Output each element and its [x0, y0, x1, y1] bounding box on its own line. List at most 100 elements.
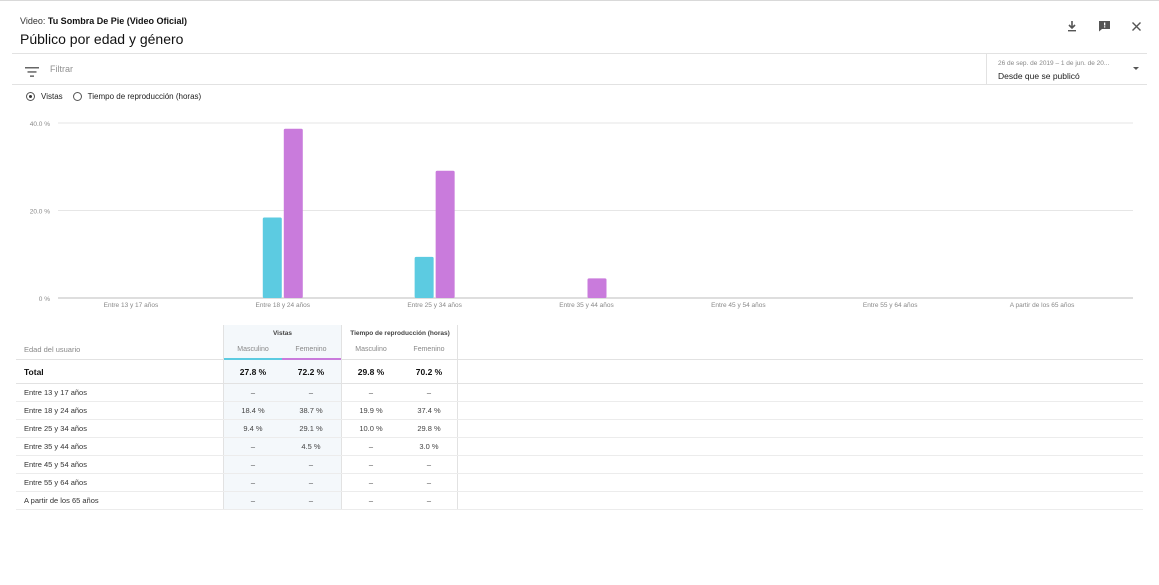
filter-icon[interactable]	[25, 64, 39, 77]
table-cell: –	[308, 478, 314, 487]
dialog-header: Video: Tu Sombra De Pie (Video Oficial) …	[0, 6, 1159, 52]
x-tick-label: Entre 13 y 17 años	[104, 302, 159, 309]
video-prefix: Video:	[20, 16, 48, 26]
header-actions	[1065, 19, 1143, 33]
table-cell: 9.4 %	[243, 424, 263, 433]
table-cell: 37.4 %	[417, 406, 441, 415]
video-line: Video: Tu Sombra De Pie (Video Oficial)	[20, 16, 187, 26]
chevron-down-icon	[1133, 67, 1139, 70]
table-cell: –	[368, 388, 374, 397]
table-cell: –	[308, 460, 314, 469]
femenino-underline	[282, 358, 341, 360]
bar-masculino	[262, 217, 282, 298]
y-tick-label: 20.0 %	[30, 209, 50, 216]
bar-femenino	[435, 170, 455, 298]
column-header[interactable]: Femenino	[295, 346, 327, 353]
table-cell: –	[426, 478, 432, 487]
group-header-watch-time: Tiempo de reproducción (horas)	[350, 330, 450, 337]
column-header[interactable]: Masculino	[237, 346, 269, 353]
masculino-underline	[224, 358, 282, 360]
table-cell: 19.9 %	[359, 406, 383, 415]
table-cell: 3.0 %	[419, 442, 439, 451]
x-tick-label: Entre 45 y 54 años	[711, 302, 766, 309]
total-value: 29.8 %	[357, 367, 385, 377]
table-row	[16, 420, 1143, 438]
table-cell: –	[250, 442, 256, 451]
radio-vistas[interactable]: Vistas	[26, 92, 63, 101]
table-row	[16, 474, 1143, 492]
header-divider	[12, 53, 1147, 54]
table-cell: –	[426, 496, 432, 505]
total-label: Total	[24, 367, 44, 377]
table-cell: –	[250, 388, 256, 397]
download-icon[interactable]	[1065, 19, 1079, 33]
row-label: Entre 25 y 34 años	[24, 424, 87, 433]
radio-watch-time-label: Tiempo de reproducción (horas)	[87, 92, 202, 101]
date-range-label: Desde que se publicó	[998, 71, 1080, 81]
col-separator	[457, 325, 458, 509]
close-icon[interactable]	[1129, 19, 1143, 33]
table-cell: –	[368, 496, 374, 505]
bar-masculino	[414, 256, 434, 298]
table-cell: 38.7 %	[299, 406, 323, 415]
column-header[interactable]: Masculino	[355, 346, 387, 353]
radio-vistas-label: Vistas	[41, 92, 63, 101]
bar-femenino	[283, 128, 303, 298]
table-cell: –	[368, 460, 374, 469]
table-cell: 29.1 %	[299, 424, 323, 433]
col-separator	[341, 325, 342, 509]
total-value: 72.2 %	[297, 367, 325, 377]
table-row	[16, 384, 1143, 402]
bar-femenino	[587, 278, 607, 298]
row-header-label: Edad del usuario	[24, 345, 81, 354]
table-cell: –	[308, 496, 314, 505]
age-gender-bar-chart: 40.0 % 20.0 % 0 % Entre 13 y 17 años Entre 1…	[30, 121, 1133, 309]
page-title: Público por edad y género	[20, 31, 184, 47]
table-cell: –	[368, 478, 374, 487]
x-tick-label: Entre 35 y 44 años	[559, 302, 614, 309]
table-row	[16, 492, 1143, 510]
table-cell: –	[250, 478, 256, 487]
col-separator	[223, 325, 224, 509]
top-border	[0, 0, 1159, 1]
date-range-text: 26 de sep. de 2019 – 1 de jun. de 20...	[998, 60, 1110, 67]
header-row	[16, 341, 1143, 360]
row-label: Entre 35 y 44 años	[24, 442, 87, 451]
table-cell: 29.8 %	[417, 424, 441, 433]
column-header[interactable]: Femenino	[413, 346, 445, 353]
x-tick-label: Entre 55 y 64 años	[863, 302, 918, 309]
row-label: Entre 55 y 64 años	[24, 478, 87, 487]
vistas-column-shade	[224, 325, 341, 509]
radio-unselected-icon	[72, 92, 82, 101]
table-cell: –	[250, 460, 256, 469]
y-tick-label: 40.0 %	[30, 121, 50, 128]
table-cell: 10.0 %	[359, 424, 383, 433]
x-tick-label: Entre 18 y 24 años	[255, 302, 310, 309]
video-title: Tu Sombra De Pie (Video Oficial)	[47, 16, 188, 26]
row-label: Entre 45 y 54 años	[24, 460, 87, 469]
table-cell: 4.5 %	[301, 442, 321, 451]
metric-toggle: Vistas Tiempo de reproducción (horas)	[26, 92, 211, 101]
date-range-selector[interactable]: 26 de sep. de 2019 – 1 de jun. de 20... …	[986, 54, 1148, 84]
table-cell: –	[250, 496, 256, 505]
table-row	[16, 438, 1143, 456]
radio-selected-icon	[26, 92, 35, 101]
x-tick-label: Entre 25 y 34 años	[407, 302, 462, 309]
table-row	[16, 456, 1143, 474]
filter-bar: Filtrar 26 de sep. de 2019 – 1 de jun. d…	[12, 54, 1147, 85]
x-tick-label: A partir de los 65 años	[1010, 302, 1075, 309]
row-label: Entre 13 y 17 años	[24, 388, 87, 397]
y-tick-label: 0 %	[39, 296, 50, 303]
feedback-icon[interactable]	[1097, 19, 1111, 33]
row-label: Entre 18 y 24 años	[24, 406, 87, 415]
total-value: 27.8 %	[239, 367, 267, 377]
table-row	[16, 402, 1143, 420]
radio-watch-time[interactable]: Tiempo de reproducción (horas)	[72, 92, 202, 101]
table-cell: –	[426, 388, 432, 397]
filter-input[interactable]: Filtrar	[50, 64, 73, 74]
total-value: 70.2 %	[415, 367, 443, 377]
total-row	[16, 362, 1143, 384]
table-cell: –	[308, 388, 314, 397]
table-cell: 18.4 %	[241, 406, 265, 415]
group-header-vistas: Vistas	[272, 330, 293, 337]
